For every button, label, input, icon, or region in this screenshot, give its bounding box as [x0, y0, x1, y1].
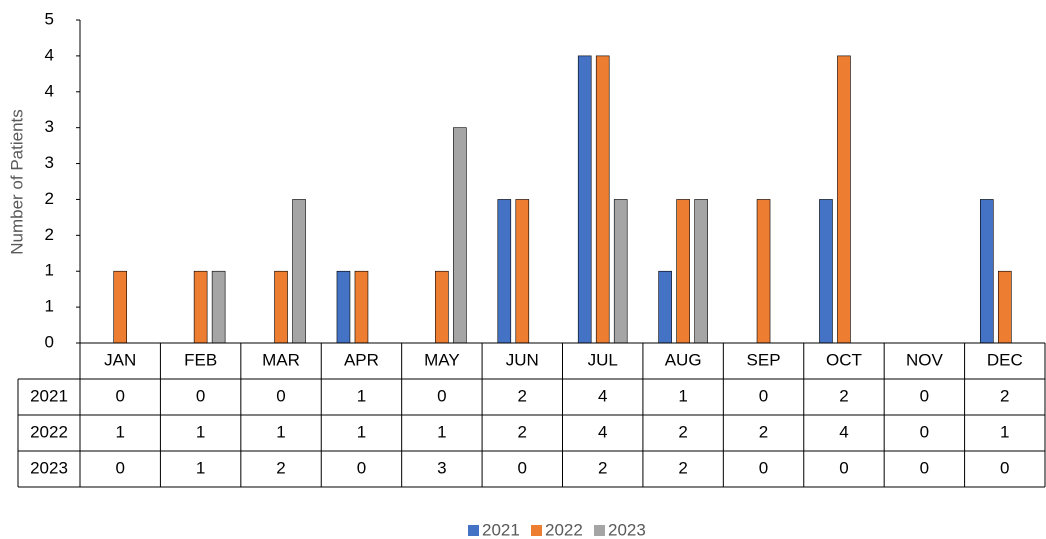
bar — [756, 199, 771, 344]
table-cell: 1 — [1000, 422, 1009, 441]
bar — [595, 55, 610, 344]
table-cell: 0 — [759, 386, 768, 405]
table-cell: 0 — [115, 386, 124, 405]
table-cell: 1 — [437, 422, 446, 441]
bar — [435, 270, 449, 344]
bar — [694, 199, 708, 344]
legend-swatch — [531, 525, 542, 536]
table-cell: 2 — [1000, 386, 1009, 405]
bar — [676, 199, 690, 344]
y-tick-label: 0 — [45, 332, 54, 351]
table-row-header: 2022 — [30, 422, 68, 441]
y-tick-label: 3 — [45, 117, 54, 136]
table-cell: 0 — [920, 386, 929, 405]
table-cell: 3 — [437, 458, 446, 477]
table-cell: 1 — [678, 386, 687, 405]
table-cell: 1 — [357, 386, 366, 405]
table-cell: 1 — [115, 422, 124, 441]
bar — [193, 270, 208, 344]
bar — [354, 270, 369, 344]
x-tick-label: JUL — [588, 350, 618, 369]
x-tick-label: OCT — [826, 350, 862, 369]
bar — [453, 127, 467, 344]
y-tick-label: 3 — [45, 153, 54, 172]
bar — [292, 199, 306, 344]
legend-label: 2021 — [482, 520, 520, 539]
table-row-header: 2021 — [30, 386, 68, 405]
table-cell: 0 — [839, 458, 848, 477]
y-tick-label: 1 — [45, 261, 54, 280]
table-cell: 2 — [839, 386, 848, 405]
y-tick-label: 2 — [45, 225, 54, 244]
x-tick-label: SEP — [747, 350, 781, 369]
table-cell: 0 — [759, 458, 768, 477]
table-cell: 0 — [115, 458, 124, 477]
table-cell: 0 — [196, 386, 205, 405]
bar — [613, 199, 628, 344]
table-cell: 2 — [678, 458, 687, 477]
legend-label: 2022 — [545, 520, 583, 539]
legend-label: 2023 — [608, 520, 646, 539]
legend-swatch — [468, 525, 479, 536]
x-tick-label: NOV — [906, 350, 944, 369]
table-cell: 2 — [678, 422, 687, 441]
bar — [515, 199, 530, 344]
bar — [819, 199, 833, 344]
x-tick-label: FEB — [184, 350, 217, 369]
y-tick-label: 5 — [45, 9, 54, 28]
table-cell: 4 — [598, 386, 607, 405]
bar — [979, 199, 994, 344]
table-cell: 1 — [196, 458, 205, 477]
table-cell: 0 — [276, 386, 285, 405]
bar — [658, 270, 672, 344]
table-cell: 1 — [276, 422, 285, 441]
x-tick-label: APR — [344, 350, 379, 369]
table-cell: 0 — [357, 458, 366, 477]
bar — [336, 270, 351, 344]
x-tick-label: JUN — [506, 350, 539, 369]
x-tick-label: AUG — [665, 350, 702, 369]
x-tick-label: DEC — [987, 350, 1023, 369]
bar — [113, 270, 128, 344]
table-cell: 1 — [196, 422, 205, 441]
table-cell: 0 — [518, 458, 527, 477]
y-tick-label: 2 — [45, 189, 54, 208]
y-tick-label: 1 — [45, 297, 54, 316]
table-cell: 4 — [598, 422, 607, 441]
table-cell: 2 — [598, 458, 607, 477]
bar — [997, 270, 1012, 344]
x-tick-label: JAN — [104, 350, 136, 369]
table-cell: 0 — [1000, 458, 1009, 477]
table-cell: 0 — [920, 422, 929, 441]
table-cell: 2 — [518, 386, 527, 405]
table-cell: 2 — [759, 422, 768, 441]
x-tick-label: MAR — [262, 350, 300, 369]
table-cell: 0 — [437, 386, 446, 405]
bar — [837, 55, 851, 344]
table-row-header: 2023 — [30, 458, 68, 477]
table-cell: 2 — [518, 422, 527, 441]
bar — [497, 199, 512, 344]
bar — [274, 270, 288, 344]
y-tick-label: 4 — [45, 45, 54, 64]
bar — [211, 270, 226, 344]
bar — [577, 55, 592, 344]
x-tick-label: MAY — [424, 350, 460, 369]
table-cell: 1 — [357, 422, 366, 441]
table-cell: 0 — [920, 458, 929, 477]
y-tick-label: 4 — [45, 81, 54, 100]
table-cell: 2 — [276, 458, 285, 477]
legend-swatch — [594, 525, 605, 536]
y-axis-label: Number of Patients — [7, 109, 26, 255]
table-cell: 4 — [839, 422, 848, 441]
